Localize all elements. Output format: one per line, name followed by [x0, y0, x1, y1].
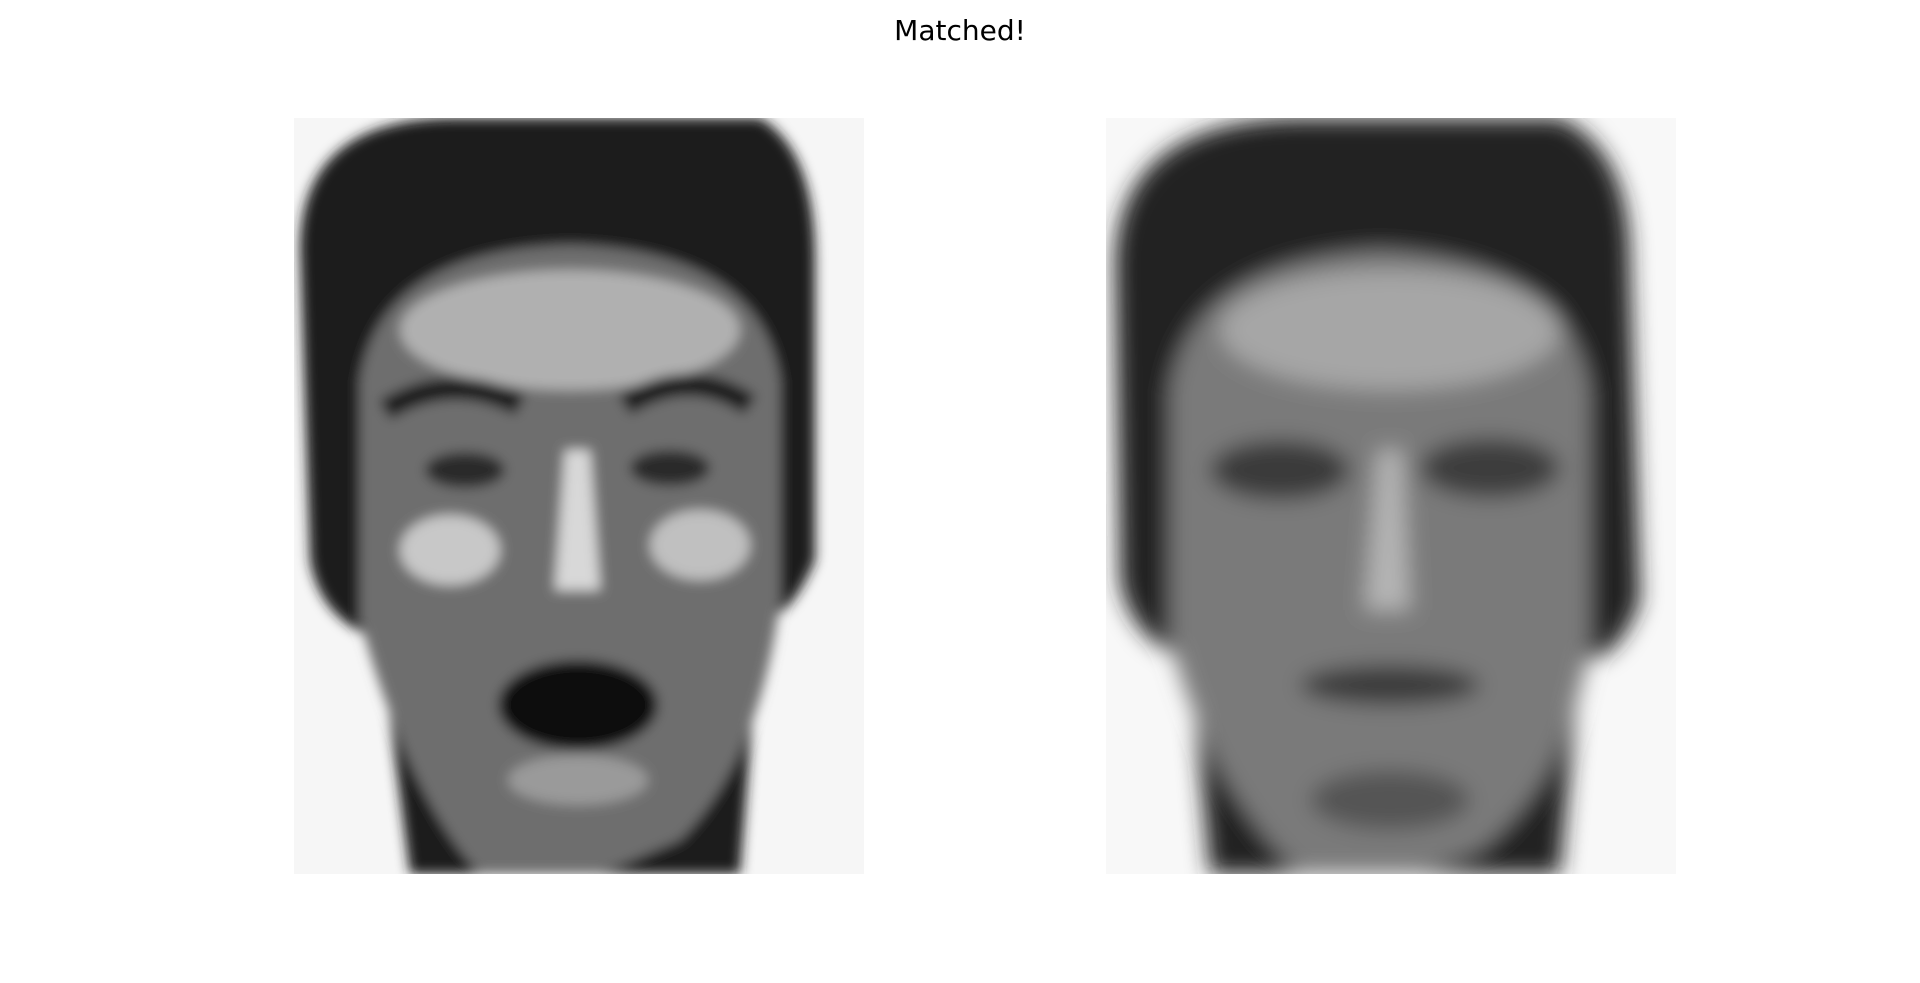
query-image [294, 118, 864, 874]
matched-image [1106, 118, 1676, 874]
figure-title: Matched! [894, 14, 1026, 47]
